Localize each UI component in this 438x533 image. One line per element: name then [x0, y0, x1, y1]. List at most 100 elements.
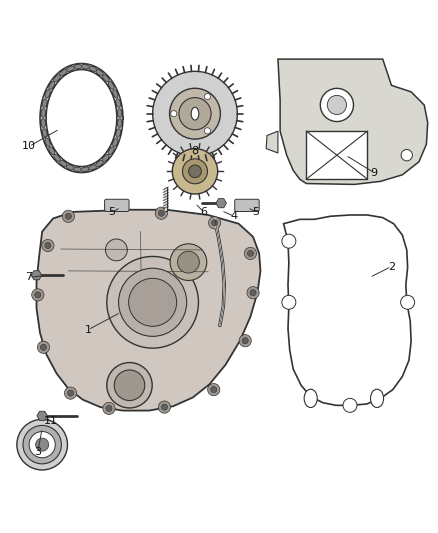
Ellipse shape	[76, 64, 87, 69]
Circle shape	[177, 251, 199, 273]
Ellipse shape	[60, 160, 67, 167]
Circle shape	[242, 338, 248, 344]
Text: 1: 1	[85, 325, 92, 335]
Circle shape	[282, 295, 296, 309]
Ellipse shape	[62, 162, 72, 169]
Ellipse shape	[191, 107, 199, 120]
Circle shape	[247, 287, 259, 299]
Circle shape	[23, 425, 61, 464]
Ellipse shape	[108, 147, 114, 155]
Ellipse shape	[68, 165, 80, 172]
Polygon shape	[266, 131, 278, 153]
Circle shape	[152, 71, 237, 156]
Circle shape	[107, 256, 198, 348]
Circle shape	[35, 438, 49, 451]
Ellipse shape	[83, 64, 95, 71]
Circle shape	[62, 210, 74, 222]
Ellipse shape	[91, 67, 101, 74]
Circle shape	[208, 217, 221, 229]
Circle shape	[327, 95, 346, 115]
Ellipse shape	[62, 67, 72, 74]
Circle shape	[244, 247, 257, 260]
Ellipse shape	[113, 90, 118, 98]
Circle shape	[171, 111, 177, 117]
Text: 5: 5	[109, 207, 116, 217]
Ellipse shape	[40, 112, 46, 124]
Circle shape	[103, 402, 115, 415]
Circle shape	[282, 234, 296, 248]
Ellipse shape	[81, 64, 90, 69]
Ellipse shape	[49, 82, 55, 89]
Ellipse shape	[54, 75, 60, 82]
Ellipse shape	[41, 123, 47, 134]
Ellipse shape	[105, 77, 113, 86]
Circle shape	[29, 432, 55, 458]
Ellipse shape	[116, 99, 120, 107]
Circle shape	[114, 370, 145, 400]
Ellipse shape	[46, 141, 53, 152]
Text: 5: 5	[253, 207, 260, 217]
Ellipse shape	[116, 102, 122, 114]
Ellipse shape	[54, 155, 60, 161]
Circle shape	[343, 398, 357, 413]
Circle shape	[106, 405, 112, 411]
Ellipse shape	[42, 99, 47, 107]
Circle shape	[250, 289, 256, 296]
Circle shape	[42, 239, 54, 252]
Polygon shape	[31, 271, 42, 280]
Circle shape	[65, 213, 71, 220]
Circle shape	[208, 384, 220, 395]
Circle shape	[205, 93, 211, 100]
Circle shape	[158, 210, 164, 216]
Text: 8: 8	[191, 146, 198, 156]
Ellipse shape	[114, 132, 120, 143]
Ellipse shape	[117, 109, 122, 117]
Circle shape	[170, 244, 207, 280]
Circle shape	[106, 239, 127, 261]
Ellipse shape	[96, 160, 103, 167]
Ellipse shape	[50, 77, 58, 86]
Ellipse shape	[43, 132, 49, 143]
Circle shape	[170, 88, 220, 139]
Ellipse shape	[83, 165, 95, 172]
Text: 7: 7	[25, 272, 33, 282]
Circle shape	[172, 149, 218, 194]
Circle shape	[40, 344, 46, 350]
FancyBboxPatch shape	[235, 199, 259, 212]
Polygon shape	[37, 411, 47, 421]
Circle shape	[67, 390, 74, 396]
Ellipse shape	[41, 119, 46, 127]
Circle shape	[320, 88, 353, 122]
Ellipse shape	[42, 129, 47, 138]
Text: 6: 6	[200, 207, 207, 217]
Ellipse shape	[116, 129, 120, 138]
Ellipse shape	[56, 157, 65, 165]
Ellipse shape	[41, 109, 46, 117]
Circle shape	[205, 128, 211, 134]
Ellipse shape	[56, 71, 65, 79]
Circle shape	[189, 165, 201, 177]
Circle shape	[155, 207, 167, 220]
Ellipse shape	[66, 165, 74, 170]
Ellipse shape	[50, 150, 58, 159]
Ellipse shape	[117, 119, 122, 127]
Ellipse shape	[66, 66, 74, 71]
Circle shape	[179, 98, 211, 130]
Circle shape	[247, 251, 254, 256]
Circle shape	[17, 419, 67, 470]
Text: 4: 4	[231, 211, 238, 221]
Text: 9: 9	[371, 168, 378, 177]
Circle shape	[107, 362, 152, 408]
Circle shape	[37, 341, 49, 353]
Ellipse shape	[114, 93, 120, 104]
Text: 10: 10	[22, 141, 36, 151]
Ellipse shape	[76, 167, 87, 172]
Circle shape	[158, 401, 170, 413]
Ellipse shape	[68, 64, 80, 71]
Polygon shape	[278, 59, 427, 184]
Ellipse shape	[46, 84, 53, 95]
Ellipse shape	[105, 150, 113, 159]
Circle shape	[401, 295, 415, 309]
Circle shape	[35, 292, 41, 298]
Ellipse shape	[98, 157, 107, 165]
